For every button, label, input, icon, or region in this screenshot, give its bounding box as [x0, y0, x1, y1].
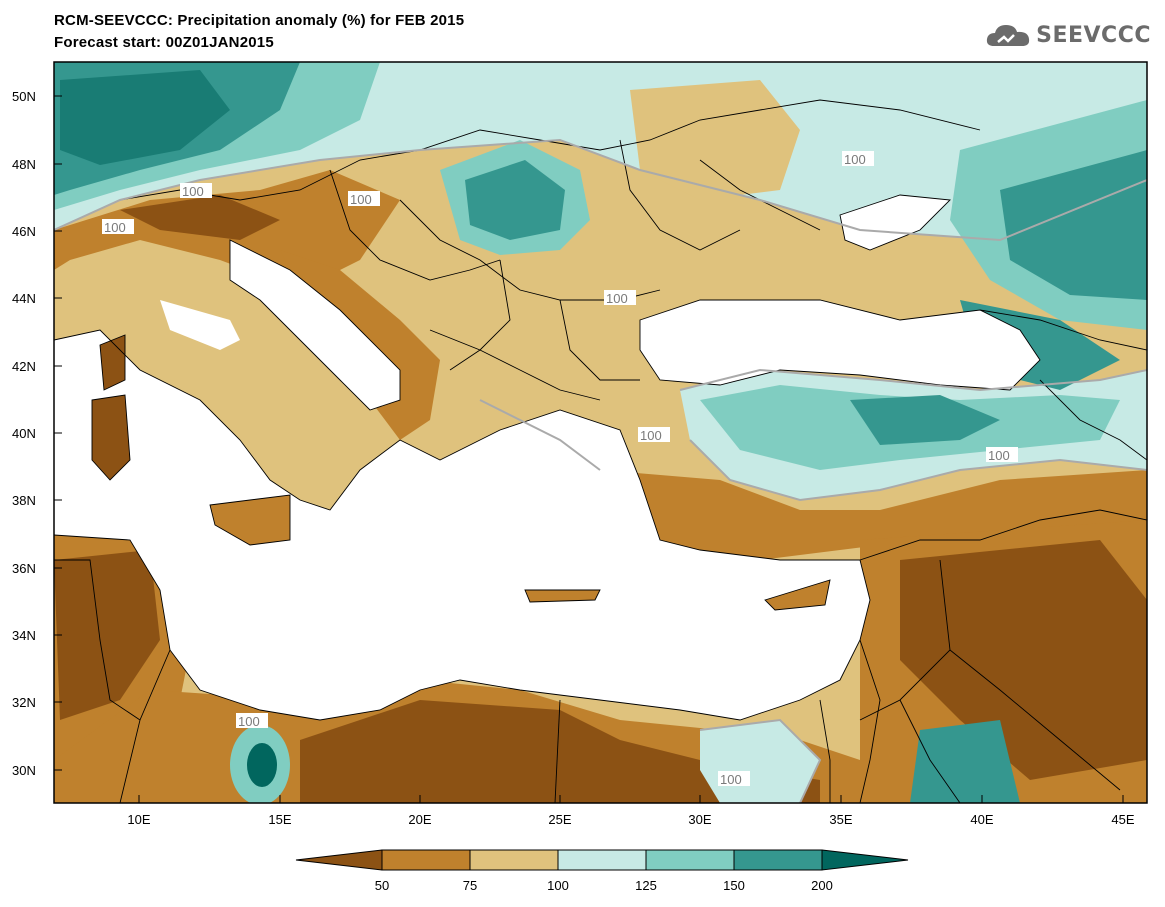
- lat-tick-label: 30N: [12, 763, 36, 778]
- contour-labels: 100 100 100 100 100 100 100 100 100: [102, 151, 1018, 787]
- colorbar-label: 50: [375, 878, 389, 893]
- colorbar-labels: 50 75 100 125 150 200: [375, 878, 833, 893]
- lon-tick-label: 25E: [548, 812, 571, 827]
- contour-label: 100: [844, 152, 866, 167]
- colorbar-label: 200: [811, 878, 833, 893]
- colorbar: [295, 849, 909, 871]
- colorbar-segment: [557, 849, 647, 871]
- forecast-start-label: Forecast start: 00Z01JAN2015: [54, 34, 274, 51]
- colorbar-segment: [733, 849, 823, 871]
- colorbar-label: 150: [723, 878, 745, 893]
- contour-100-lines: [54, 138, 1147, 803]
- lon-tick-label: 35E: [829, 812, 852, 827]
- lon-tick-label: 20E: [408, 812, 431, 827]
- map-title: RCM-SEEVCCC: Precipitation anomaly (%) f…: [54, 12, 465, 29]
- colorbar-segment: [645, 849, 735, 871]
- colorbar-segment: [821, 849, 909, 871]
- lat-tick-label: 34N: [12, 628, 36, 643]
- colorbar-label: 100: [547, 878, 569, 893]
- colorbar-label: 75: [463, 878, 477, 893]
- contour-label: 100: [238, 714, 260, 729]
- lon-tick-label: 10E: [127, 812, 150, 827]
- lat-tick-label: 48N: [12, 157, 36, 172]
- lat-tick-label: 42N: [12, 359, 36, 374]
- anomaly-field: [54, 62, 1147, 803]
- lon-tick-label: 30E: [688, 812, 711, 827]
- colorbar-segment: [295, 849, 383, 871]
- country-borders: [54, 99, 1147, 803]
- contour-label: 100: [640, 428, 662, 443]
- colorbar-segment: [469, 849, 559, 871]
- logo-text: SEEVCCC: [1036, 22, 1151, 48]
- colorbar-segment: [381, 849, 471, 871]
- contour-label: 100: [350, 192, 372, 207]
- seevccc-logo: SEEVCCC: [984, 20, 1151, 50]
- lon-tick-label: 45E: [1111, 812, 1134, 827]
- contour-label: 100: [720, 772, 742, 787]
- contour-label: 100: [182, 184, 204, 199]
- lon-tick-label: 15E: [268, 812, 291, 827]
- cloud-icon: [987, 25, 1030, 46]
- latitude-axis: 50N 48N 46N 44N 42N 40N 38N 36N 34N 32N …: [12, 89, 62, 778]
- longitude-axis: 10E 15E 20E 25E 30E 35E 40E 45E: [127, 795, 1135, 827]
- colorbar-label: 125: [635, 878, 657, 893]
- lat-tick-label: 40N: [12, 426, 36, 441]
- lat-tick-label: 36N: [12, 561, 36, 576]
- lon-tick-label: 40E: [970, 812, 993, 827]
- lat-tick-label: 32N: [12, 695, 36, 710]
- lat-tick-label: 38N: [12, 493, 36, 508]
- lat-tick-label: 44N: [12, 291, 36, 306]
- lat-tick-label: 46N: [12, 224, 36, 239]
- contour-label: 100: [606, 291, 628, 306]
- contour-label: 100: [104, 220, 126, 235]
- lat-tick-label: 50N: [12, 89, 36, 104]
- contour-label: 100: [988, 448, 1010, 463]
